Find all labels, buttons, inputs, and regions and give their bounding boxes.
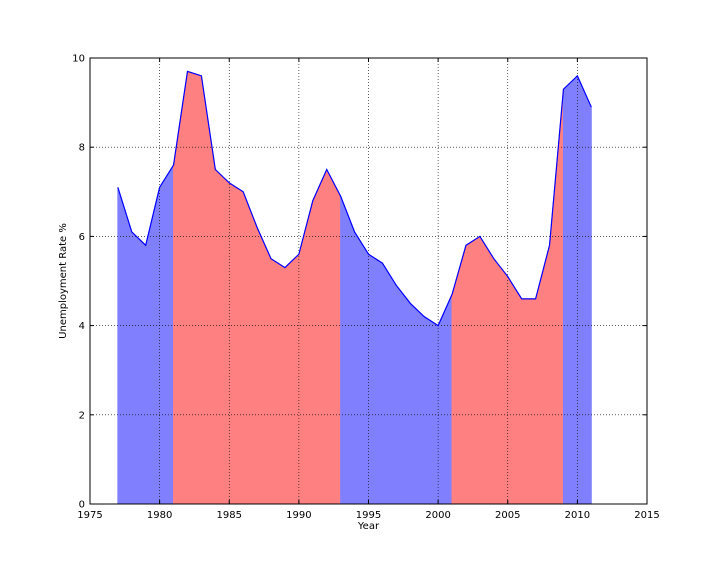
y-tick-label-4: 4 bbox=[79, 321, 85, 332]
data-line-group bbox=[117, 70, 592, 327]
x-tick-label-2010: 2010 bbox=[565, 510, 590, 521]
unemployment-line bbox=[117, 70, 592, 327]
y-tick-label-10: 10 bbox=[72, 54, 85, 65]
x-tick-label-1985: 1985 bbox=[217, 510, 242, 521]
y-axis-label: Unemployment Rate % bbox=[58, 223, 69, 339]
y-tick-label-6: 6 bbox=[79, 232, 85, 243]
x-tick-label-2000: 2000 bbox=[425, 510, 450, 521]
x-tick-label-1995: 1995 bbox=[356, 510, 381, 521]
x-tick-label-2005: 2005 bbox=[495, 510, 520, 521]
x-axis-label: Year bbox=[357, 521, 380, 532]
y-tick-label-8: 8 bbox=[79, 143, 85, 154]
area-fills bbox=[117, 70, 592, 505]
grid-lines bbox=[90, 58, 647, 504]
x-tick-label-1990: 1990 bbox=[286, 510, 311, 521]
x-axis-ticks: 1975 1980 1985 1990 1995 2000 2005 2010 2015 bbox=[77, 58, 660, 521]
x-tick-label-2015: 2015 bbox=[634, 510, 659, 521]
x-tick-label-1980: 1980 bbox=[147, 510, 172, 521]
y-axis-ticks: 0 2 4 6 8 10 bbox=[72, 54, 647, 511]
y-tick-label-2: 2 bbox=[79, 410, 85, 421]
y-tick-label-0: 0 bbox=[79, 500, 85, 511]
area-segment-1993-2001 bbox=[340, 196, 453, 505]
area-segment-1989-1993 bbox=[284, 168, 342, 505]
x-tick-label-1975: 1975 bbox=[77, 510, 102, 521]
